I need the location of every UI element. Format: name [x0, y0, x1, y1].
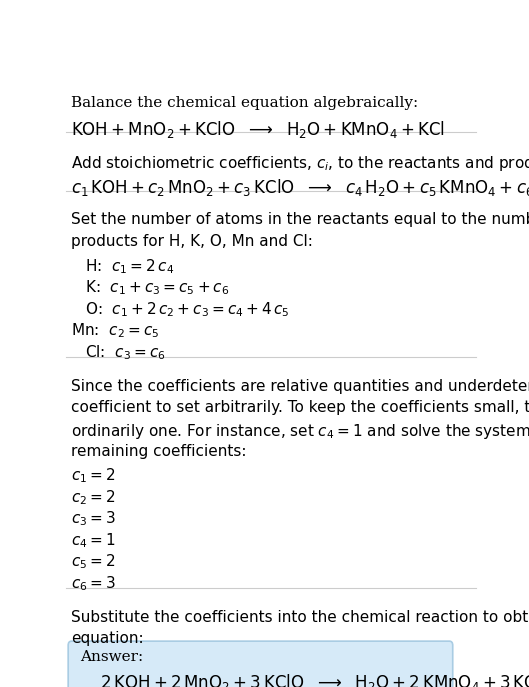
Text: $\mathrm{KOH + MnO_2 + KClO}$  $\longrightarrow$  $\mathrm{H_2O + KMnO_4 + KCl}$: $\mathrm{KOH + MnO_2 + KClO}$ $\longrigh… — [71, 119, 445, 139]
Text: Answer:: Answer: — [80, 650, 143, 664]
Text: Cl:  $c_3 = c_6$: Cl: $c_3 = c_6$ — [85, 344, 165, 362]
Text: $c_4 = 1$: $c_4 = 1$ — [71, 531, 116, 550]
Text: $c_2 = 2$: $c_2 = 2$ — [71, 488, 116, 507]
Text: Since the coefficients are relative quantities and underdetermined, choose a: Since the coefficients are relative quan… — [71, 379, 529, 394]
Text: $c_6 = 3$: $c_6 = 3$ — [71, 574, 116, 593]
Text: $2\,\mathrm{KOH} + 2\,\mathrm{MnO_2} + 3\,\mathrm{KClO}$  $\longrightarrow$  $\m: $2\,\mathrm{KOH} + 2\,\mathrm{MnO_2} + 3… — [100, 673, 529, 687]
Text: Mn:  $c_2 = c_5$: Mn: $c_2 = c_5$ — [71, 322, 160, 340]
Text: Add stoichiometric coefficients, $c_i$, to the reactants and products:: Add stoichiometric coefficients, $c_i$, … — [71, 154, 529, 173]
Text: K:  $c_1 + c_3 = c_5 + c_6$: K: $c_1 + c_3 = c_5 + c_6$ — [85, 278, 229, 297]
Text: $c_3 = 3$: $c_3 = 3$ — [71, 510, 116, 528]
Text: Balance the chemical equation algebraically:: Balance the chemical equation algebraica… — [71, 95, 419, 110]
Text: remaining coefficients:: remaining coefficients: — [71, 444, 247, 458]
Text: $c_1 = 2$: $c_1 = 2$ — [71, 466, 116, 485]
Text: $c_5 = 2$: $c_5 = 2$ — [71, 553, 116, 572]
Text: ordinarily one. For instance, set $c_4 = 1$ and solve the system of equations fo: ordinarily one. For instance, set $c_4 =… — [71, 422, 529, 441]
FancyBboxPatch shape — [68, 641, 453, 687]
Text: Set the number of atoms in the reactants equal to the number of atoms in the: Set the number of atoms in the reactants… — [71, 212, 529, 227]
Text: H:  $c_1 = 2\,c_4$: H: $c_1 = 2\,c_4$ — [85, 257, 174, 275]
Text: O:  $c_1 + 2\,c_2 + c_3 = c_4 + 4\,c_5$: O: $c_1 + 2\,c_2 + c_3 = c_4 + 4\,c_5$ — [85, 300, 289, 319]
Text: coefficient to set arbitrarily. To keep the coefficients small, the arbitrary va: coefficient to set arbitrarily. To keep … — [71, 401, 529, 416]
Text: products for H, K, O, Mn and Cl:: products for H, K, O, Mn and Cl: — [71, 234, 313, 249]
Text: equation:: equation: — [71, 631, 144, 646]
Text: $c_1\,\mathrm{KOH} + c_2\,\mathrm{MnO_2} + c_3\,\mathrm{KClO}$  $\longrightarrow: $c_1\,\mathrm{KOH} + c_2\,\mathrm{MnO_2}… — [71, 177, 529, 198]
Text: Substitute the coefficients into the chemical reaction to obtain the balanced: Substitute the coefficients into the che… — [71, 610, 529, 625]
